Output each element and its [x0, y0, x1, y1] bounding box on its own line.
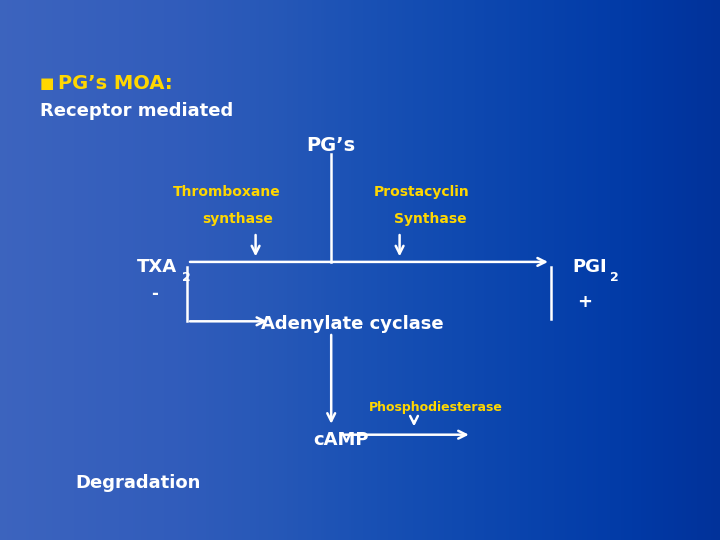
Text: TXA: TXA	[137, 258, 177, 276]
Text: Adenylate cyclase: Adenylate cyclase	[261, 315, 444, 333]
Text: ■: ■	[40, 76, 54, 91]
Text: Phosphodiesterase: Phosphodiesterase	[369, 401, 503, 414]
Text: 2: 2	[182, 271, 191, 284]
Text: Synthase: Synthase	[395, 212, 467, 226]
Text: cAMP: cAMP	[313, 431, 369, 449]
Text: Thromboxane: Thromboxane	[173, 185, 281, 199]
Text: Receptor mediated: Receptor mediated	[40, 102, 233, 120]
Text: PG’s MOA:: PG’s MOA:	[58, 74, 172, 93]
Text: -: -	[151, 285, 158, 303]
Text: Prostacyclin: Prostacyclin	[374, 185, 469, 199]
Text: +: +	[577, 293, 593, 312]
Text: PGI: PGI	[572, 258, 607, 276]
Text: Degradation: Degradation	[76, 474, 201, 492]
Text: synthase: synthase	[202, 212, 273, 226]
Text: 2: 2	[610, 271, 618, 284]
Text: PG’s: PG’s	[307, 136, 356, 156]
